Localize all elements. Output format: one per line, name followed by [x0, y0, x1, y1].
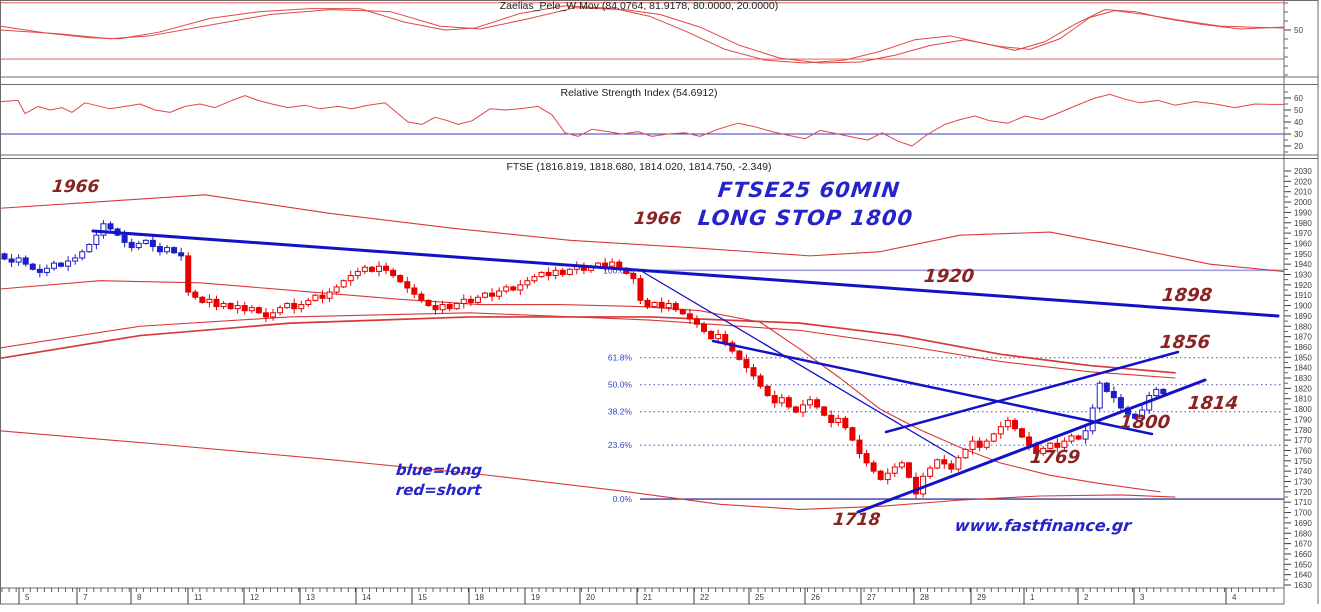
svg-text:1730: 1730 [1294, 478, 1312, 487]
svg-text:60: 60 [1294, 94, 1303, 103]
svg-text:21: 21 [643, 593, 652, 602]
price-trendlines [91, 229, 1280, 514]
svg-text:1830: 1830 [1294, 374, 1312, 383]
svg-text:26: 26 [811, 593, 820, 602]
svg-text:1690: 1690 [1294, 519, 1312, 528]
trendline-major-downtrend [91, 229, 1280, 318]
svg-text:61.8%: 61.8% [608, 353, 633, 363]
date-axis: 5 7 8 11 12 13 14 15 18 19 20 21 22 25 26 27 28 29 1 2 3 4 [0, 587, 1284, 605]
svg-text:1910: 1910 [1294, 291, 1312, 300]
svg-text:100.0%: 100.0% [603, 265, 632, 275]
svg-text:1670: 1670 [1294, 540, 1312, 549]
price-candles [1, 220, 1167, 499]
svg-text:1920: 1920 [1294, 281, 1312, 290]
svg-text:13: 13 [306, 593, 315, 602]
svg-text:4: 4 [1232, 593, 1237, 602]
svg-text:1630: 1630 [1294, 581, 1312, 590]
trendline-channel-resistance [884, 350, 1180, 434]
svg-text:1710: 1710 [1294, 498, 1312, 507]
svg-text:40: 40 [1294, 118, 1303, 127]
svg-text:1680: 1680 [1294, 529, 1312, 538]
svg-text:1990: 1990 [1294, 208, 1312, 217]
svg-text:1660: 1660 [1294, 550, 1312, 559]
svg-text:29: 29 [977, 593, 986, 602]
svg-text:50.0%: 50.0% [608, 380, 633, 390]
svg-text:1950: 1950 [1294, 250, 1312, 259]
trendline-lower-highs-downtrend [711, 339, 1154, 436]
svg-text:20: 20 [586, 593, 595, 602]
svg-text:1970: 1970 [1294, 229, 1312, 238]
svg-text:50: 50 [1294, 106, 1303, 115]
rsi-plot [0, 93, 1284, 147]
svg-text:2030: 2030 [1294, 167, 1312, 176]
svg-text:27: 27 [867, 593, 876, 602]
svg-text:15: 15 [418, 593, 427, 602]
svg-text:0.0%: 0.0% [613, 494, 633, 504]
svg-text:1760: 1760 [1294, 446, 1312, 455]
trendline-channel-support [856, 378, 1207, 514]
svg-text:2: 2 [1084, 593, 1089, 602]
svg-text:23.6%: 23.6% [608, 440, 633, 450]
svg-text:28: 28 [920, 593, 929, 602]
price-ma-lines [0, 194, 1284, 510]
svg-text:19: 19 [531, 593, 540, 602]
svg-text:1980: 1980 [1294, 219, 1312, 228]
svg-text:1750: 1750 [1294, 457, 1312, 466]
svg-text:1880: 1880 [1294, 322, 1312, 331]
svg-text:1900: 1900 [1294, 302, 1312, 311]
svg-text:50: 50 [1294, 26, 1303, 35]
wmov-plot [0, 2, 1284, 64]
svg-text:1: 1 [1030, 593, 1035, 602]
svg-text:1790: 1790 [1294, 415, 1312, 424]
svg-text:1650: 1650 [1294, 560, 1312, 569]
svg-text:1930: 1930 [1294, 271, 1312, 280]
svg-text:1640: 1640 [1294, 571, 1312, 580]
svg-text:1740: 1740 [1294, 467, 1312, 476]
svg-text:20: 20 [1294, 142, 1303, 151]
svg-text:1800: 1800 [1294, 405, 1312, 414]
svg-text:14: 14 [362, 593, 371, 602]
svg-text:22: 22 [700, 593, 709, 602]
svg-text:8: 8 [137, 593, 142, 602]
svg-text:25: 25 [755, 593, 764, 602]
svg-text:1780: 1780 [1294, 426, 1312, 435]
svg-text:1960: 1960 [1294, 239, 1312, 248]
svg-text:3: 3 [1140, 593, 1145, 602]
svg-text:1840: 1840 [1294, 364, 1312, 373]
svg-text:5: 5 [25, 593, 30, 602]
svg-text:1810: 1810 [1294, 395, 1312, 404]
trendline-inner-downtrend-thin [642, 271, 956, 458]
svg-text:1850: 1850 [1294, 353, 1312, 362]
svg-text:1890: 1890 [1294, 312, 1312, 321]
svg-text:18: 18 [475, 593, 484, 602]
svg-text:2020: 2020 [1294, 177, 1312, 186]
svg-text:1820: 1820 [1294, 384, 1312, 393]
svg-text:1720: 1720 [1294, 488, 1312, 497]
right-axis: 2030202020102000199019801970196019501940… [1284, 2, 1312, 590]
svg-text:7: 7 [83, 593, 88, 602]
svg-text:2010: 2010 [1294, 188, 1312, 197]
svg-text:1860: 1860 [1294, 343, 1312, 352]
svg-text:1940: 1940 [1294, 260, 1312, 269]
svg-text:2000: 2000 [1294, 198, 1312, 207]
svg-text:30: 30 [1294, 130, 1303, 139]
svg-text:12: 12 [250, 593, 259, 602]
svg-text:38.2%: 38.2% [608, 407, 633, 417]
svg-text:1870: 1870 [1294, 333, 1312, 342]
price-fibonacci: 100.0% 61.8% 50.0% 38.2% 23.6% 0.0% [603, 265, 1284, 504]
svg-text:1770: 1770 [1294, 436, 1312, 445]
svg-text:1700: 1700 [1294, 509, 1312, 518]
svg-text:11: 11 [194, 593, 203, 602]
